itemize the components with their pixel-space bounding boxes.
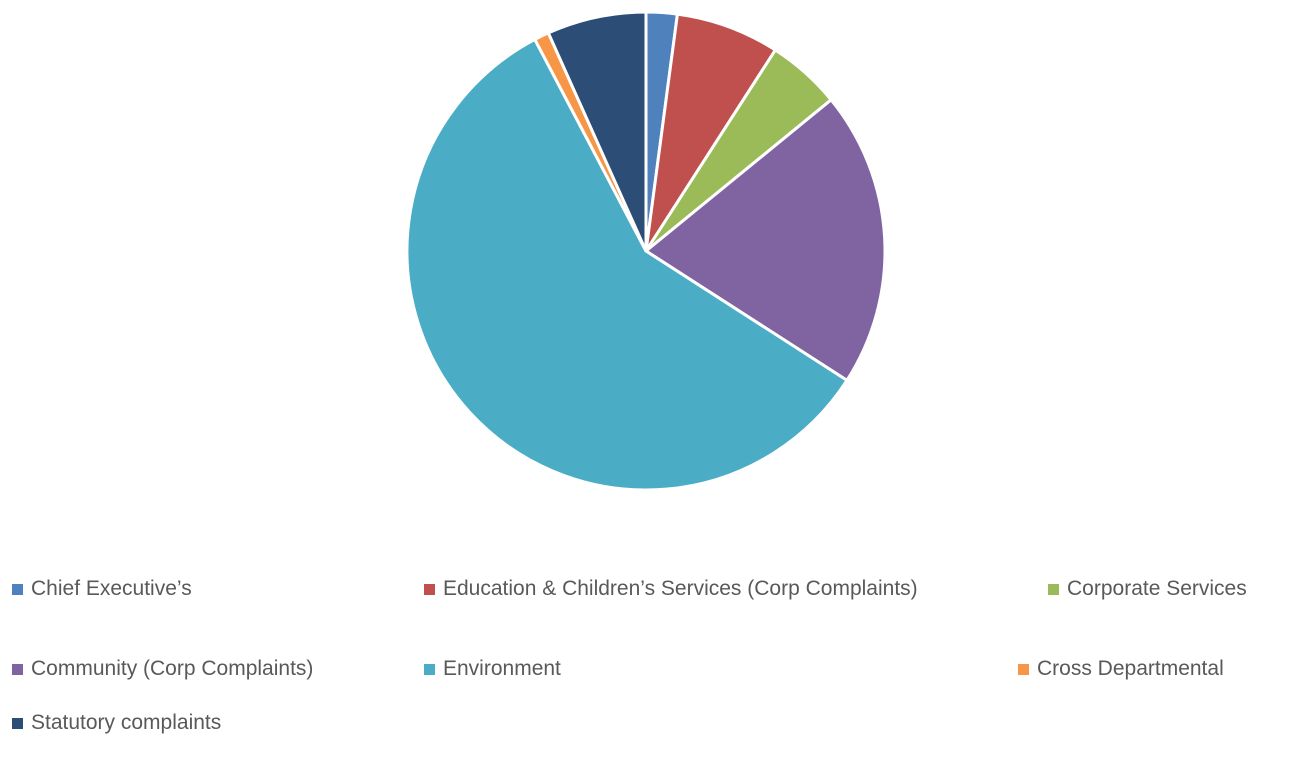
legend-label: Education & Children’s Services (Corp Co… bbox=[443, 577, 918, 600]
pie-slice-education-children-s-services-corp-complaints bbox=[644, 12, 777, 253]
legend-swatch bbox=[1018, 663, 1029, 675]
legend-swatch bbox=[12, 717, 23, 729]
legend-label: Chief Executive’s bbox=[31, 577, 192, 600]
pie-slice-statutory-complaints bbox=[546, 10, 648, 253]
legend-item-community: Community (Corp Complaints) bbox=[12, 657, 313, 681]
legend-label: Cross Departmental bbox=[1037, 657, 1224, 680]
legend-item-chief-executives: Chief Executive’s bbox=[12, 577, 192, 601]
legend-item-cross-departmental: Cross Departmental bbox=[1018, 657, 1224, 681]
legend-label: Community (Corp Complaints) bbox=[31, 657, 314, 680]
legend-swatch bbox=[424, 663, 435, 675]
legend-item-corporate-services: Corporate Services bbox=[1048, 577, 1247, 601]
legend-swatch bbox=[1048, 583, 1059, 595]
legend-swatch bbox=[12, 663, 23, 675]
legend-label: Environment bbox=[443, 657, 561, 680]
legend-label: Corporate Services bbox=[1067, 577, 1247, 600]
pie-slice-environment bbox=[405, 37, 849, 492]
legend-swatch bbox=[12, 583, 23, 595]
pie-slice-community-corp-complaints bbox=[644, 98, 887, 382]
legend-item-environment: Environment bbox=[424, 657, 561, 681]
legend-item-statutory-complaints: Statutory complaints bbox=[12, 711, 221, 735]
legend-label: Statutory complaints bbox=[31, 711, 222, 734]
legend-item-education-childrens-services: Education & Children’s Services (Corp Co… bbox=[424, 577, 918, 601]
legend-swatch bbox=[424, 583, 435, 595]
